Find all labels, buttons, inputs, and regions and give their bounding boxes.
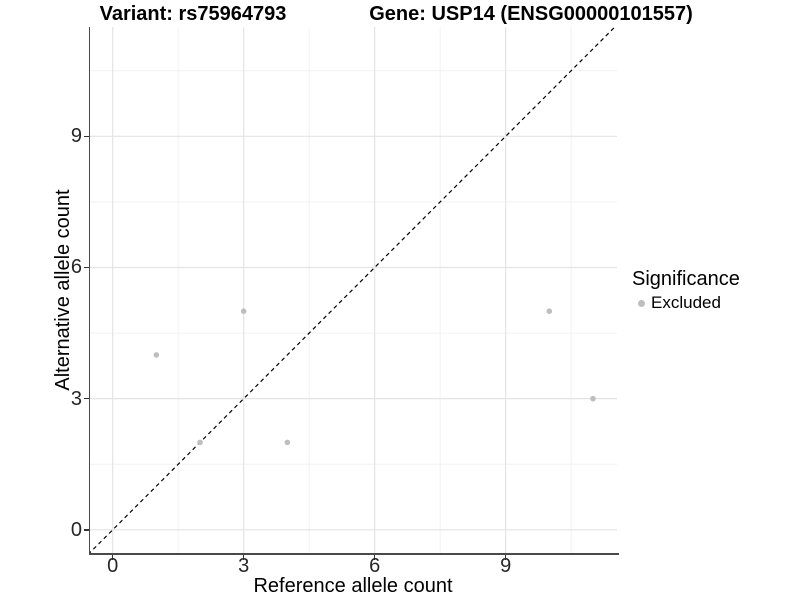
x-axis-line [88,553,619,555]
x-axis-tick [373,555,376,560]
legend-item-label: Excluded [651,293,721,312]
y-axis-tick [84,266,89,269]
x-tick-label: 6 [369,555,381,577]
y-tick-label: 9 [70,125,82,148]
data-point [153,352,160,358]
y-axis-line [88,27,90,554]
plot-area-svg [90,27,617,553]
x-tick-label: 3 [238,555,250,577]
data-point [590,395,596,402]
plot-title-variant: Variant: rs75964793 [99,3,287,25]
legend-key-dot-icon [638,299,645,307]
data-point [546,308,553,315]
y-tick-label: 6 [70,256,82,279]
legend: Significance Excluded [632,267,740,313]
y-tick-label: 3 [70,387,82,410]
x-axis-title: Reference allele count [253,575,453,597]
identity-dashed-line [90,27,616,553]
data-point [284,439,291,446]
data-point [197,439,203,446]
y-axis-tick [84,529,89,531]
y-axis-tick [84,397,89,400]
x-tick-label: 9 [500,555,512,577]
data-point [240,308,247,315]
x-axis-tick [111,555,114,560]
legend-title: Significance [632,268,740,290]
x-axis-tick [504,555,507,560]
x-tick-label: 0 [107,555,119,577]
legend-item-excluded: Excluded [632,293,740,313]
y-axis-title: Alternative allele count [52,189,74,391]
y-tick-label: 0 [70,518,82,541]
y-axis-tick [84,135,89,138]
plot-panel [90,27,617,553]
plot-title-gene: Gene: USP14 (ENSG00000101557) [369,3,693,25]
x-axis-tick [242,555,245,560]
